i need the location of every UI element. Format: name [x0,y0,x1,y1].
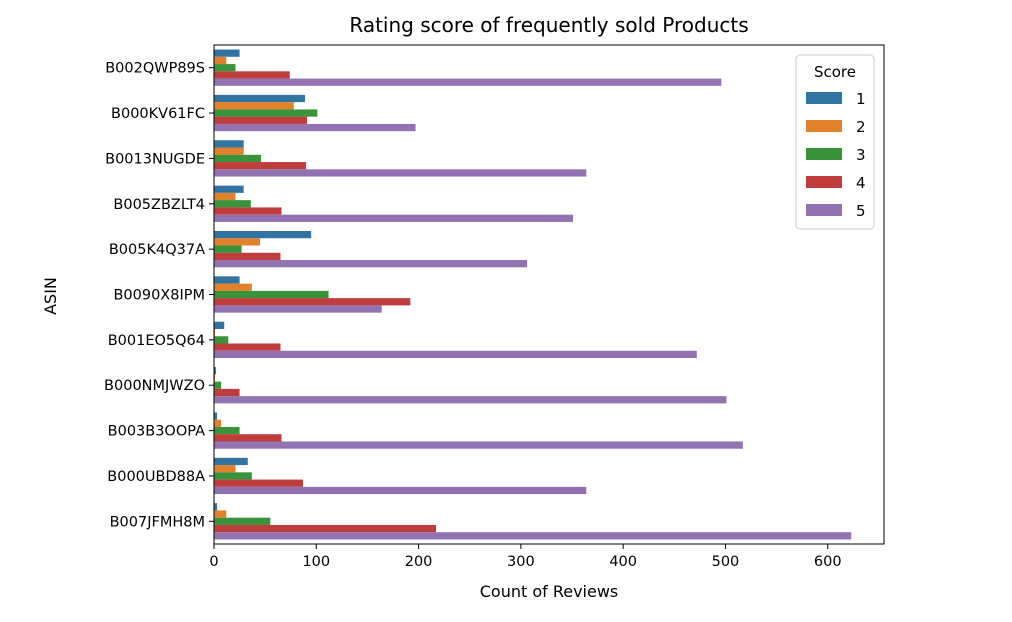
y-tick-label: B000NMJWZO [104,378,205,394]
x-tick-label: 600 [814,554,842,570]
bar-B005K4Q37A-score-2 [214,238,261,246]
bar-B002QWP89S-score-1 [214,49,240,57]
legend-title: Score [814,63,856,81]
bar-B000KV61FC-score-1 [214,94,306,103]
bar-B000KV61FC-score-3 [214,109,318,117]
bar-B007JFMH8M-score-1 [214,503,218,511]
chart-title: Rating score of frequently sold Products [349,13,748,37]
legend-swatch-1 [806,92,842,104]
y-tick-label: B0013NUGDE [105,151,205,167]
x-axis-ticks: 0 100 200 300 400 500 600 [209,544,842,570]
x-tick-label: 500 [712,554,740,570]
bar-B0013NUGDE-score-1 [214,140,244,148]
bar-B0090X8IPM-score-4 [214,298,411,306]
bar-B003B3OOPA-score-4 [214,434,282,442]
bar-B005K4Q37A-score-5 [214,260,528,268]
bar-B0013NUGDE-score-4 [214,162,307,170]
y-tick-label: B000UBD88A [107,469,205,485]
x-tick-label: 100 [302,554,330,570]
bar-B005ZBZLT4-score-1 [214,185,244,193]
bar-B0090X8IPM-score-5 [214,305,382,313]
y-tick-label: B001EO5Q64 [108,333,205,349]
legend-swatch-5 [806,204,842,216]
bar-B003B3OOPA-score-2 [214,419,222,427]
bar-B003B3OOPA-score-5 [214,441,743,449]
legend-label-3: 3 [856,146,866,164]
legend-label-5: 5 [856,202,866,220]
bar-B005ZBZLT4-score-2 [214,192,236,201]
bars-group [214,49,852,540]
y-axis-ticks: B002QWP89S B000KV61FC B0013NUGDE B005ZBZLT4… [104,61,214,530]
bar-B000NMJWZO-score-5 [214,396,727,404]
bar-B000UBD88A-score-4 [214,479,303,487]
bar-B007JFMH8M-score-3 [214,517,271,525]
bar-B000KV61FC-score-5 [214,123,416,132]
bar-B003B3OOPA-score-3 [214,426,240,435]
y-tick-label: B0090X8IPM [113,288,205,304]
bar-B000KV61FC-score-2 [214,102,294,110]
bar-B000KV61FC-score-4 [214,116,308,124]
legend-label-4: 4 [856,174,866,192]
bar-B000UBD88A-score-3 [214,472,252,480]
legend-swatch-2 [806,120,842,132]
x-axis-label: Count of Reviews [480,582,619,601]
bar-B000UBD88A-score-5 [214,486,587,495]
bar-B002QWP89S-score-4 [214,71,290,79]
legend-label-2: 2 [856,118,866,136]
bar-B000NMJWZO-score-4 [214,388,240,397]
bar-B005K4Q37A-score-3 [214,245,242,253]
x-tick-label: 0 [209,554,218,570]
x-tick-label: 200 [405,554,433,570]
bar-B005K4Q37A-score-4 [214,252,281,261]
bar-B001EO5Q64-score-1 [214,321,225,329]
bar-B0013NUGDE-score-5 [214,169,587,177]
bar-B0090X8IPM-score-2 [214,283,252,291]
legend-swatch-3 [806,148,842,160]
y-axis-label: ASIN [41,277,60,315]
legend: Score 1 2 3 4 5 [795,54,875,230]
bar-B007JFMH8M-score-2 [214,510,227,518]
bar-B003B3OOPA-score-1 [214,412,218,420]
bar-B000NMJWZO-score-3 [214,381,222,389]
bar-B002QWP89S-score-3 [214,64,236,72]
bar-B007JFMH8M-score-5 [214,532,852,540]
bar-B005K4Q37A-score-1 [214,230,312,239]
bar-B0090X8IPM-score-3 [214,290,329,299]
y-tick-label: B002QWP89S [105,61,205,77]
bar-B0013NUGDE-score-3 [214,154,262,163]
bar-B002QWP89S-score-2 [214,56,227,65]
y-tick-label: B005K4Q37A [109,242,205,258]
legend-label-1: 1 [856,90,866,108]
legend-swatch-4 [806,176,842,188]
bar-B001EO5Q64-score-3 [214,336,229,344]
bar-B000NMJWZO-score-1 [214,367,217,375]
bar-B001EO5Q64-score-4 [214,343,281,351]
y-tick-label: B003B3OOPA [108,424,205,440]
bar-B000UBD88A-score-2 [214,465,236,473]
y-tick-label: B005ZBZLT4 [113,197,205,213]
x-tick-label: 400 [609,554,637,570]
bar-B005ZBZLT4-score-5 [214,214,574,222]
bar-B0090X8IPM-score-1 [214,276,240,284]
bar-B000UBD88A-score-1 [214,457,248,466]
x-tick-label: 300 [507,554,535,570]
bar-B005ZBZLT4-score-3 [214,200,251,208]
bar-B002QWP89S-score-5 [214,78,722,86]
bar-B007JFMH8M-score-4 [214,524,436,533]
bar-B001EO5Q64-score-5 [214,350,697,359]
legend-items: 1 2 3 4 5 [806,90,866,220]
bar-B0013NUGDE-score-2 [214,147,244,155]
bar-B001EO5Q64-score-2 [214,328,216,337]
bar-B005ZBZLT4-score-4 [214,207,282,215]
y-tick-label: B007JFMH8M [110,514,205,530]
y-tick-label: B000KV61FC [111,106,205,122]
bar-B000NMJWZO-score-2 [214,374,216,382]
